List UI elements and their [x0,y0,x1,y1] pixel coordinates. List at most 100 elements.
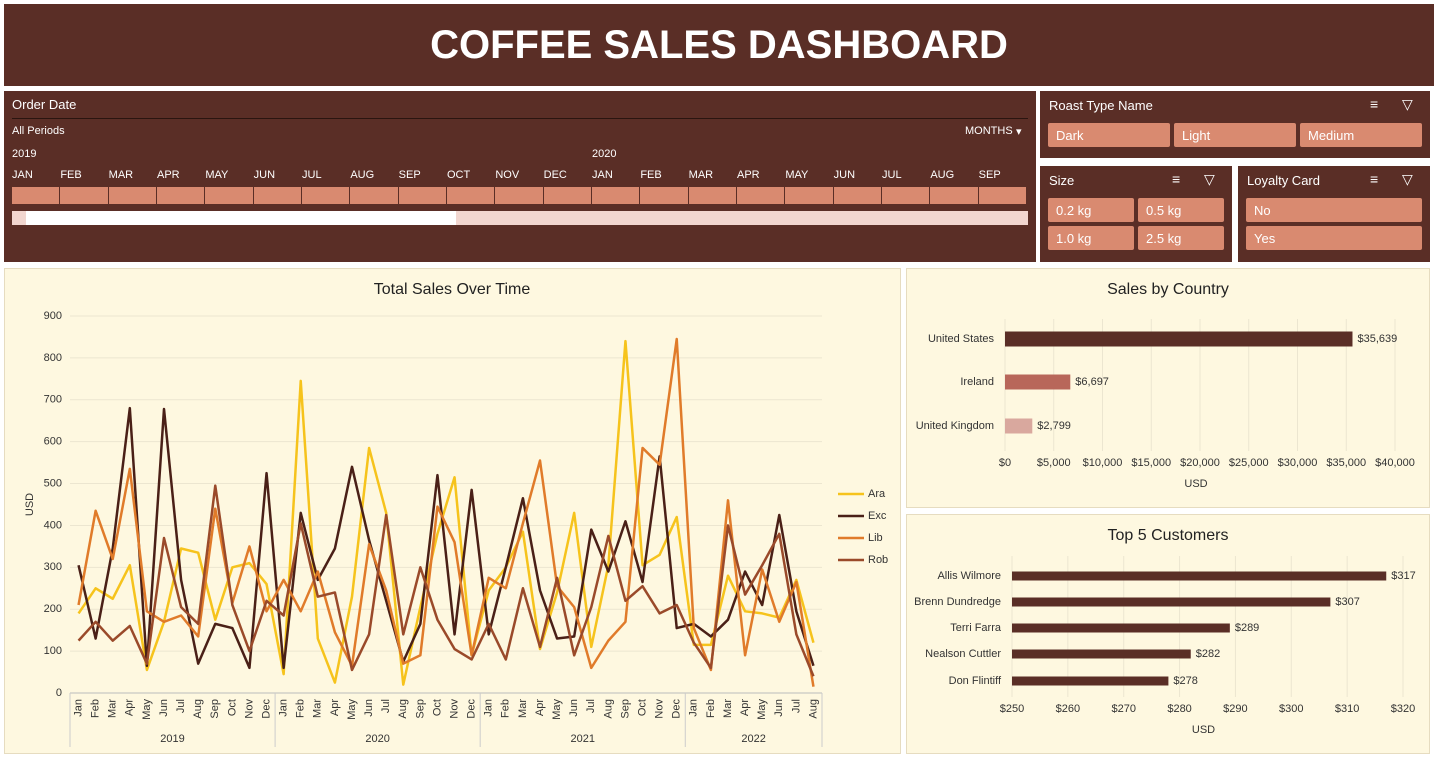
x-tick-label: Jan [483,699,495,717]
x-tick-label: $35,000 [1326,457,1366,469]
y-tick-label: 100 [44,645,62,657]
x-tick-label: Jul [175,699,187,713]
month-cell[interactable] [640,187,689,204]
month-cell[interactable] [543,187,592,204]
month-cell[interactable] [833,187,882,204]
y-tick-label: 700 [44,394,62,406]
category-label: United States [928,333,995,345]
x-tick-label: Jan [688,699,700,717]
month-cell[interactable] [495,187,544,204]
data-label: $2,799 [1037,420,1071,432]
y-tick-label: 500 [44,477,62,489]
bar [1012,676,1169,686]
clear-filter-icon[interactable]: ▽ [1204,171,1215,187]
month-cell[interactable] [253,187,302,204]
data-label: $289 [1235,622,1259,634]
slicer-button[interactable]: 2.5 kg [1138,226,1224,250]
month-cell[interactable] [302,187,351,204]
clear-filter-icon[interactable]: ▽ [1402,171,1413,187]
month-cell[interactable] [205,187,254,204]
x-tick-label: Jul [585,699,597,713]
x-axis-label: USD [1192,724,1215,736]
x-tick-label: Apr [534,699,546,716]
x-tick-label: May [551,699,563,720]
multi-select-icon[interactable]: ≡ [1370,96,1379,112]
month-cell[interactable] [60,187,109,204]
bar [1005,331,1353,347]
x-tick-label: Nov [654,699,666,719]
month-cell[interactable] [398,187,447,204]
slicer-button[interactable]: Light [1174,123,1296,147]
legend-label: Ara [868,488,886,500]
slicer-button[interactable]: 1.0 kg [1048,226,1134,250]
month-label: SEP [978,169,1001,181]
data-label: $278 [1173,675,1197,687]
scroll-thumb[interactable] [26,211,456,225]
data-label: $35,639 [1357,333,1397,345]
clear-filter-icon[interactable]: ▽ [1402,96,1413,112]
x-tick-label: Jun [158,699,170,717]
slicer: Loyalty Card ≡ ▽ No Yes [1238,166,1430,262]
month-cell[interactable] [12,187,61,204]
month-label: AUG [930,169,955,181]
x-tick-label: Feb [90,699,102,718]
bar [1012,571,1387,581]
x-tick-label: Aug [192,699,204,719]
x-tick-label: Jun [568,699,580,717]
legend-label: Exc [868,510,887,522]
x-tick-label: Jun [363,699,375,717]
series-line [77,484,815,677]
slicer-button[interactable]: Medium [1300,123,1422,147]
category-label: Nealson Cuttler [925,648,1001,660]
timeline[interactable]: Order Date All Periods MONTHS ▾ JAN FEB MA… [4,91,1036,262]
x-tick-label: Sep [414,699,426,719]
slicer-button[interactable]: Yes [1246,226,1422,250]
month-label: JUL [302,169,322,181]
legend-label: Rob [868,554,888,566]
month-cell[interactable] [882,187,931,204]
month-cell[interactable] [350,187,399,204]
slicer-button[interactable]: Dark [1048,123,1170,147]
x-tick-label: May [346,699,358,720]
x-tick-label: $15,000 [1131,457,1171,469]
month-cell[interactable] [447,187,496,204]
month-cell[interactable] [157,187,206,204]
chart-title: Total Sales Over Time [374,281,531,298]
month-label: MAR [108,169,134,181]
dropdown-arrow[interactable]: ▾ [1016,126,1022,138]
year-label: 2019 [160,733,184,745]
slicer-button[interactable]: No [1246,198,1422,222]
chart-title: Sales by Country [1107,281,1229,298]
x-tick-label: Jul [790,699,802,713]
slicer-button[interactable]: 0.2 kg [1048,198,1134,222]
multi-select-icon[interactable]: ≡ [1172,171,1181,187]
month-cell[interactable] [785,187,834,204]
y-tick-label: 400 [44,519,62,531]
slicer-title: Roast Type Name [1049,98,1153,113]
month-label: APR [157,169,180,181]
month-cell[interactable] [688,187,737,204]
x-tick-label: Jan [278,699,290,717]
month-cell[interactable] [978,187,1027,204]
x-tick-label: $25,000 [1229,457,1269,469]
data-label: $282 [1196,648,1220,660]
month-label: NOV [495,169,520,181]
slicer: Roast Type Name ≡ ▽ Dark Light Medium [1040,91,1430,158]
legend-label: Lib [868,532,883,544]
x-tick-label: $250 [1000,703,1024,715]
x-tick-label: Jan [72,699,84,717]
x-tick-label: Mar [722,699,734,718]
month-cell[interactable] [930,187,979,204]
timeline-unit[interactable]: MONTHS [965,125,1013,137]
line-chart: Total Sales Over Time USD 0 100 200 300 400 500… [24,281,888,747]
multi-select-icon[interactable]: ≡ [1370,171,1379,187]
month-cell[interactable] [592,187,641,204]
divider [12,118,1028,119]
month-cell[interactable] [737,187,786,204]
x-tick-label: Aug [602,699,614,719]
x-tick-label: $310 [1335,703,1359,715]
month-cell[interactable] [108,187,157,204]
slicer-button[interactable]: 0.5 kg [1138,198,1224,222]
slicer-title: Size [1049,173,1075,188]
bar [1012,649,1191,659]
